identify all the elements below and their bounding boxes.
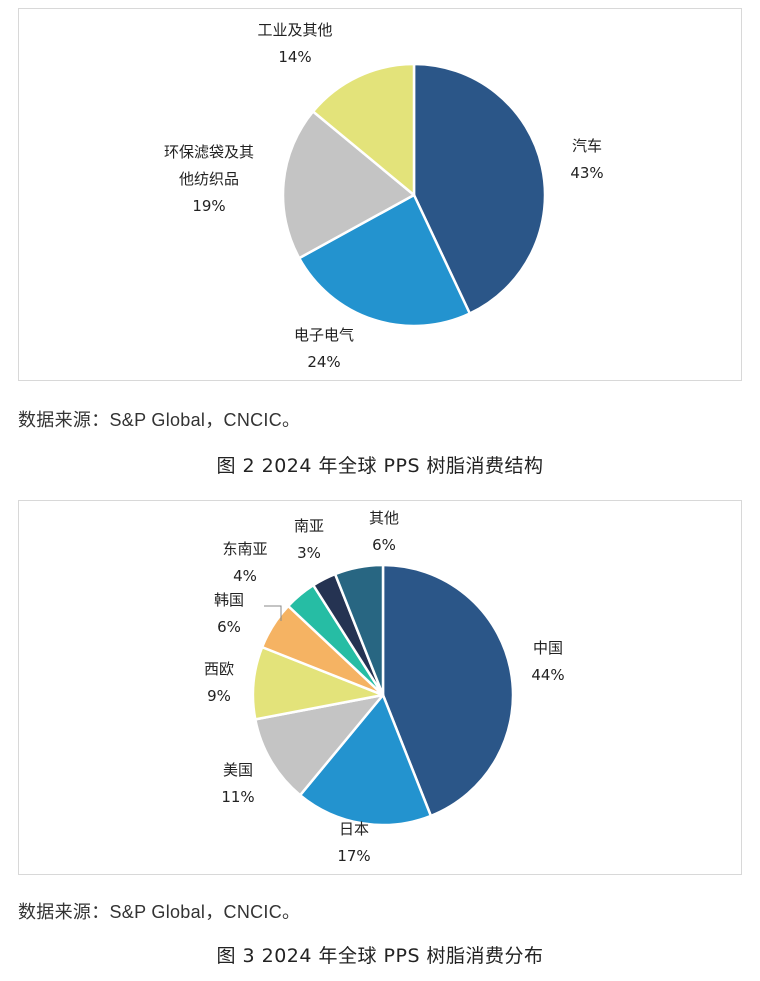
pie-label-distribution-1: 日本 17% xyxy=(337,820,370,865)
leader-line xyxy=(264,605,282,621)
pie-label-distribution-2: 美国 11% xyxy=(221,761,254,806)
pie-slice-structure-3 xyxy=(311,62,416,197)
pie-label-structure-0: 汽车 43% xyxy=(570,137,603,182)
pie-label-distribution-0: 中国 44% xyxy=(531,639,564,684)
pie-label-structure-3: 工业及其他 14% xyxy=(257,21,332,66)
pie-slice-distribution-7 xyxy=(333,563,385,697)
pie-label-distribution-6: 南亚 3% xyxy=(294,517,324,562)
pie-slice-distribution-2 xyxy=(254,693,385,797)
pie-slice-structure-2 xyxy=(281,110,416,260)
pie-slice-distribution-1 xyxy=(298,693,433,827)
pie-label-structure-1: 电子电气 24% xyxy=(294,326,354,371)
pie-chart-consumption-structure: 汽车 43% 电子电气 24% 环保滤袋及其他纺织品 19% 工业及其他 14% xyxy=(164,21,604,371)
chart-panel-consumption-distribution: 中国 44% 日本 17% 美国 11% 西欧 9% 韩国 6% 东南亚 4% 南亚 3% 其他 6% xyxy=(18,500,742,875)
pie-label-structure-2: 环保滤袋及其他纺织品 19% xyxy=(164,143,254,215)
pie-label-distribution-4: 韩国 6% xyxy=(214,591,244,636)
figure-caption: 图 2 2024 年全球 PPS 树脂消费结构 xyxy=(216,455,544,477)
pie-slice-structure-0 xyxy=(412,62,547,315)
pie-label-distribution-7: 其他 6% xyxy=(369,509,399,554)
figure-caption: 图 3 2024 年全球 PPS 树脂消费分布 xyxy=(216,945,544,967)
pie-label-distribution-5: 东南亚 4% xyxy=(222,540,267,585)
pie-slice-distribution-0 xyxy=(381,563,515,818)
pie-slice-structure-1 xyxy=(297,193,472,328)
data-source-note: 数据来源：S&P Global，CNCIC。 xyxy=(18,410,301,430)
chart-panel-consumption-structure: 汽车 43% 电子电气 24% 环保滤袋及其他纺织品 19% 工业及其他 14% xyxy=(18,8,742,381)
pie-chart-consumption-distribution: 中国 44% 日本 17% 美国 11% 西欧 9% 韩国 6% 东南亚 4% 南亚 3% 其他 6% xyxy=(204,509,565,865)
pie-label-distribution-3: 西欧 9% xyxy=(204,660,234,705)
data-source-note: 数据来源：S&P Global，CNCIC。 xyxy=(18,902,301,922)
